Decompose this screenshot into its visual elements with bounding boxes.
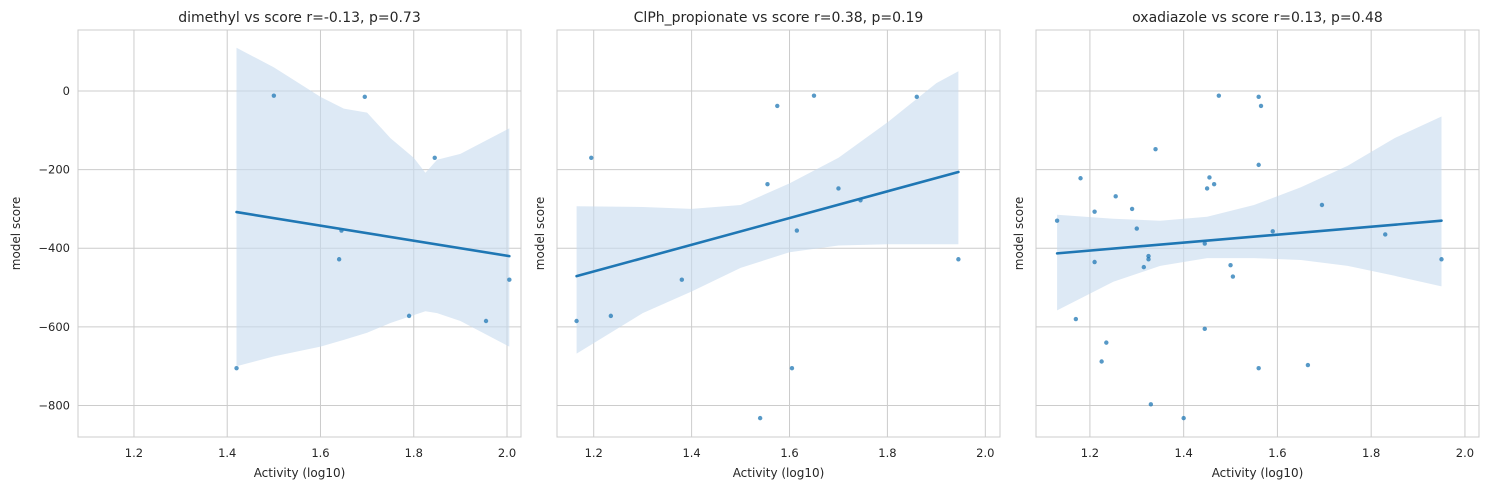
y-tick-label: −600	[38, 320, 70, 334]
data-point	[589, 155, 594, 161]
x-axis-label: Activity (log10)	[254, 466, 346, 480]
data-point	[1216, 93, 1222, 98]
confidence-band	[236, 47, 510, 367]
y-tick-label: 0	[63, 84, 70, 98]
data-point	[1256, 365, 1261, 371]
chart-panel-1: 1.2 1.4 1.6 1.8 2.0 0 −200 −400 −600 −800 dimethyl…	[9, 10, 522, 480]
data-point	[1134, 226, 1139, 231]
data-point	[1113, 194, 1118, 199]
x-tick-label: 2.0	[976, 446, 994, 460]
data-point	[1153, 146, 1158, 152]
x-tick-label: 1.8	[1362, 446, 1380, 460]
chart-title: ClPh_propionate vs score r=0.38, p=0.19	[634, 10, 924, 26]
data-point	[1228, 262, 1233, 268]
y-tick-label: −400	[38, 241, 70, 255]
x-tick-label: 1.6	[311, 446, 329, 460]
chart-title: oxadiazole vs score r=0.13, p=0.48	[1132, 10, 1383, 26]
data-point	[757, 415, 763, 421]
x-tick-label: 1.8	[405, 446, 423, 460]
x-tick-label: 1.6	[780, 446, 798, 460]
x-tick-label: 1.8	[878, 446, 896, 460]
data-point	[1092, 209, 1097, 214]
data-point	[1270, 229, 1275, 234]
data-point	[1054, 218, 1060, 223]
data-point	[836, 186, 841, 191]
data-point	[1146, 257, 1151, 262]
data-point	[432, 155, 437, 161]
plot-frame	[77, 29, 522, 438]
y-tick-label: −200	[38, 163, 70, 177]
y-tick-label: −800	[38, 399, 70, 413]
data-point	[1383, 232, 1388, 237]
data-point	[679, 277, 685, 282]
y-axis-label: model score	[1012, 197, 1026, 270]
data-point	[1099, 359, 1104, 364]
x-tick-label: 2.0	[498, 446, 516, 460]
data-point	[765, 181, 770, 187]
data-point	[574, 318, 579, 324]
data-point	[1256, 162, 1261, 168]
data-point	[1207, 175, 1212, 180]
data-point	[1092, 259, 1097, 265]
data-point	[956, 257, 961, 262]
data-point	[775, 103, 780, 109]
data-point	[1258, 103, 1264, 109]
data-point	[1148, 402, 1154, 407]
chart-panel-2: 1.2 1.4 1.6 1.8 2.0 ClPh_propionate vs score …	[533, 10, 1001, 480]
data-point	[1104, 340, 1109, 345]
regression-line	[1055, 219, 1443, 255]
data-point	[1078, 176, 1083, 181]
x-tick-label: 1.2	[1081, 446, 1099, 460]
data-point	[858, 198, 863, 203]
x-tick-label: 2.0	[1456, 446, 1474, 460]
data-point	[507, 277, 512, 282]
data-point	[234, 365, 239, 371]
chart-title: dimethyl vs score r=-0.13, p=0.73	[178, 10, 421, 26]
data-point	[271, 93, 277, 98]
x-axis-label: Activity (log10)	[733, 466, 825, 480]
data-point	[336, 257, 342, 262]
y-axis-label: model score	[533, 197, 547, 270]
x-tick-label: 1.2	[585, 446, 603, 460]
data-point	[811, 93, 817, 98]
data-point	[789, 365, 795, 371]
x-tick-label: 1.4	[1175, 446, 1193, 460]
data-point	[1204, 186, 1210, 191]
regression-line	[235, 210, 511, 258]
data-point	[1181, 415, 1186, 421]
data-point	[1073, 316, 1079, 322]
data-point	[794, 228, 800, 233]
chart-panel-3: 1.2 1.4 1.6 1.8 2.0 oxadiazole vs score r=0.1…	[1012, 10, 1480, 480]
plot-frame	[1035, 29, 1480, 438]
x-axis-label: Activity (log10)	[1212, 466, 1304, 480]
data-point	[914, 94, 919, 100]
data-point	[1146, 253, 1151, 259]
plot-frame	[556, 29, 1001, 438]
data-point	[1211, 181, 1217, 187]
data-point	[362, 94, 367, 100]
data-point	[406, 313, 412, 319]
data-point	[1141, 264, 1147, 270]
data-point	[608, 313, 614, 319]
confidence-band	[576, 71, 959, 354]
y-axis-label: model score	[9, 197, 23, 270]
data-point	[1202, 326, 1207, 332]
data-point	[1305, 362, 1311, 368]
confidence-band	[1057, 116, 1442, 311]
data-point	[339, 228, 344, 233]
data-point	[1129, 206, 1135, 212]
data-point	[1319, 202, 1325, 208]
data-point	[1439, 257, 1444, 262]
data-point	[1202, 241, 1207, 246]
x-tick-label: 1.4	[682, 446, 700, 460]
x-tick-label: 1.6	[1268, 446, 1286, 460]
data-point	[1230, 274, 1236, 279]
x-tick-label: 1.2	[125, 446, 143, 460]
data-point	[1256, 94, 1261, 100]
regression-line	[575, 170, 960, 278]
x-tick-label: 1.4	[218, 446, 236, 460]
data-point	[483, 318, 489, 324]
